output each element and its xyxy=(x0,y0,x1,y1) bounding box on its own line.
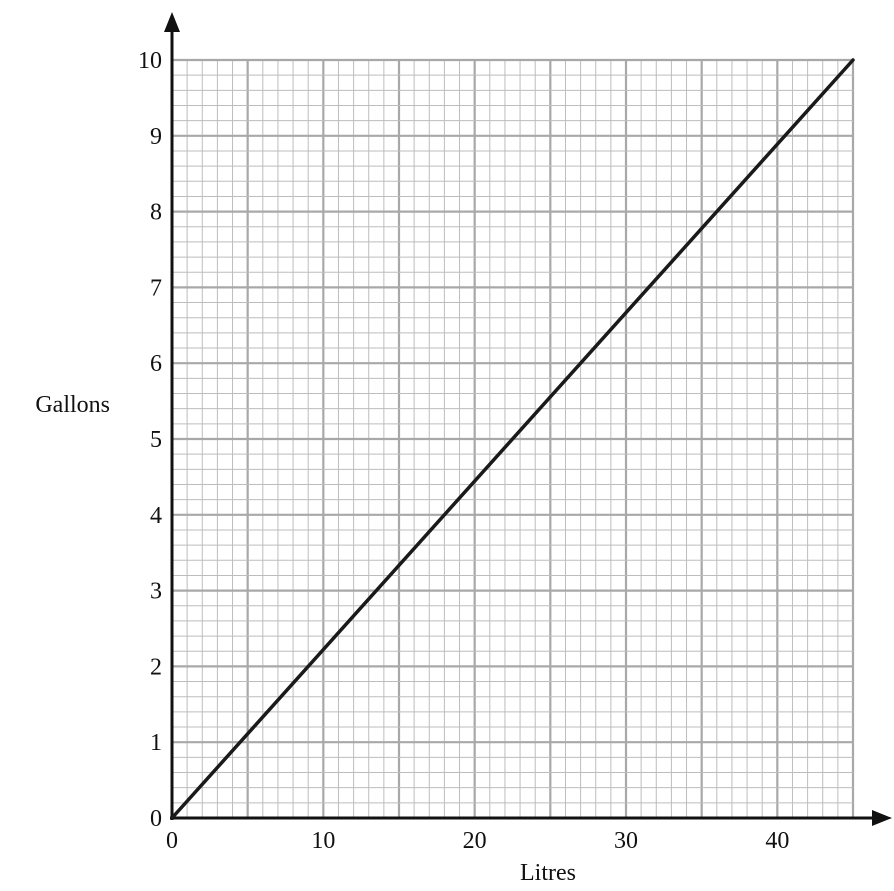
series xyxy=(170,58,855,820)
y-axis-label: Gallons xyxy=(35,392,110,418)
tick-labels: 0 1 2 3 4 5 6 7 8 9 10 0 10 20 30 40 xyxy=(138,48,789,854)
y-tick-label: 2 xyxy=(150,654,162,680)
y-tick-label: 9 xyxy=(150,124,162,150)
x-tick-label: 0 xyxy=(166,828,178,854)
x-tick-label: 10 xyxy=(311,828,335,854)
y-tick-label: 10 xyxy=(138,48,162,74)
y-tick-label: 4 xyxy=(150,503,162,529)
x-axis-label: Litres xyxy=(520,860,576,886)
x-tick-label: 30 xyxy=(614,828,638,854)
series-line xyxy=(170,58,855,820)
x-tick-label: 20 xyxy=(463,828,487,854)
x-axis-arrow-icon xyxy=(872,810,892,826)
y-tick-label: 1 xyxy=(150,730,162,756)
axes xyxy=(164,12,892,826)
y-tick-label: 3 xyxy=(150,579,162,605)
y-tick-label: 8 xyxy=(150,200,162,226)
y-tick-label: 0 xyxy=(150,806,162,832)
y-tick-label: 7 xyxy=(150,275,162,301)
y-tick-label: 6 xyxy=(150,351,162,377)
y-axis-arrow-icon xyxy=(164,12,180,32)
x-tick-label: 40 xyxy=(765,828,789,854)
y-tick-label: 5 xyxy=(150,427,162,453)
